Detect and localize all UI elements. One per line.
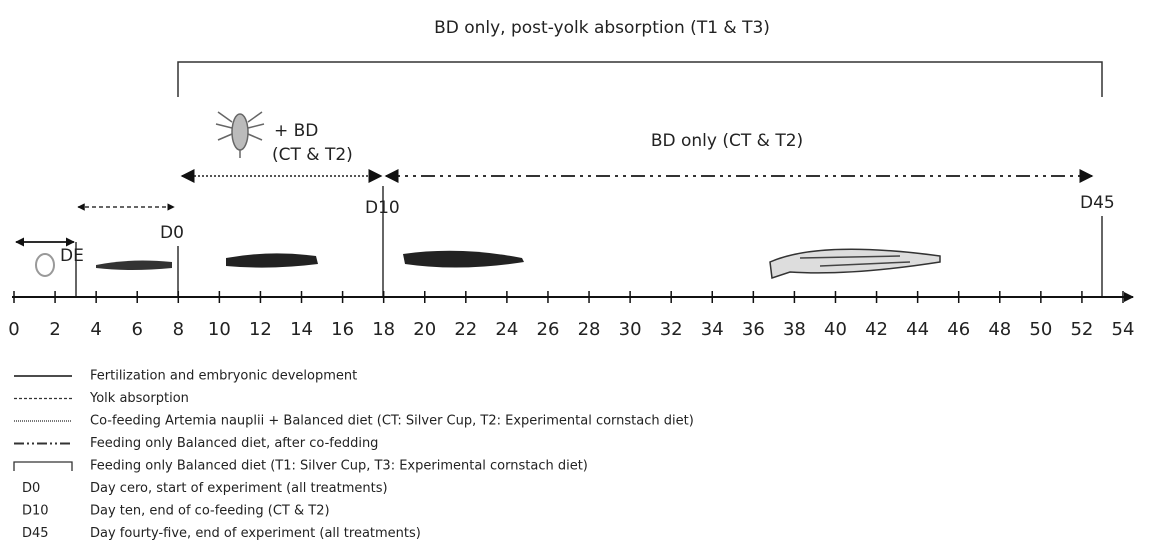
legend-text: Day fourty-five, end of experiment (all … bbox=[90, 526, 421, 541]
tick-label: 34 bbox=[701, 319, 724, 340]
tick-label: 50 bbox=[1029, 319, 1052, 340]
tick-label: 54 bbox=[1112, 319, 1135, 340]
tick-label: 32 bbox=[660, 319, 683, 340]
artemia-icon bbox=[215, 111, 265, 158]
tick-label: 16 bbox=[331, 319, 354, 340]
legend-text: Feeding only Balanced diet (T1: Silver C… bbox=[90, 459, 588, 474]
specimens bbox=[35, 248, 941, 280]
tick-label: 6 bbox=[131, 319, 142, 340]
legend-text: Co-feeding Artemia nauplii + Balanced di… bbox=[90, 414, 694, 429]
bd-only-label: BD only (CT & T2) bbox=[651, 131, 803, 151]
cofeeding-label: + BD bbox=[274, 121, 318, 141]
legend-key: D10 bbox=[22, 504, 49, 519]
marker-label: DE bbox=[60, 246, 84, 266]
legend-key: D45 bbox=[22, 526, 49, 541]
tick-label: 44 bbox=[906, 319, 929, 340]
tick-label: 10 bbox=[208, 319, 231, 340]
tick-label: 8 bbox=[173, 319, 184, 340]
legend-key: D0 bbox=[22, 481, 40, 496]
legend-text: Day cero, start of experiment (all treat… bbox=[90, 481, 388, 496]
tick-label: 12 bbox=[249, 319, 272, 340]
legend-text: Day ten, end of co-feeding (CT & T2) bbox=[90, 504, 330, 519]
legend-text: Yolk absorption bbox=[89, 391, 189, 406]
tick-label: 14 bbox=[290, 319, 313, 340]
legend-text: Fertilization and embryonic development bbox=[90, 369, 357, 384]
tick-label: 46 bbox=[947, 319, 970, 340]
bracket-label: BD only, post-yolk absorption (T1 & T3) bbox=[434, 18, 770, 38]
legend-text: Feeding only Balanced diet, after co-fed… bbox=[90, 436, 378, 451]
tick-label: 2 bbox=[49, 319, 60, 340]
cofeeding-label: (CT & T2) bbox=[272, 145, 353, 165]
bracket bbox=[177, 61, 1103, 97]
tick-label: 18 bbox=[372, 319, 395, 340]
tick-label: 26 bbox=[537, 319, 560, 340]
marker-label: D45 bbox=[1080, 193, 1115, 213]
tick-label: 4 bbox=[90, 319, 101, 340]
marker-label: D10 bbox=[365, 198, 400, 218]
tick-label: 0 bbox=[8, 319, 19, 340]
tick-label: 22 bbox=[454, 319, 477, 340]
tick-label: 40 bbox=[824, 319, 847, 340]
tick-label: 38 bbox=[783, 319, 806, 340]
tick-label: 24 bbox=[495, 319, 518, 340]
marker-label: D0 bbox=[160, 223, 184, 243]
tick-label: 42 bbox=[865, 319, 888, 340]
tick-label: 48 bbox=[988, 319, 1011, 340]
tick-label: 28 bbox=[578, 319, 601, 340]
tick-label: 20 bbox=[413, 319, 436, 340]
tick-label: 52 bbox=[1070, 319, 1093, 340]
tick-label: 30 bbox=[619, 319, 642, 340]
tick-label: 36 bbox=[742, 319, 765, 340]
legend-symbol bbox=[13, 461, 73, 471]
